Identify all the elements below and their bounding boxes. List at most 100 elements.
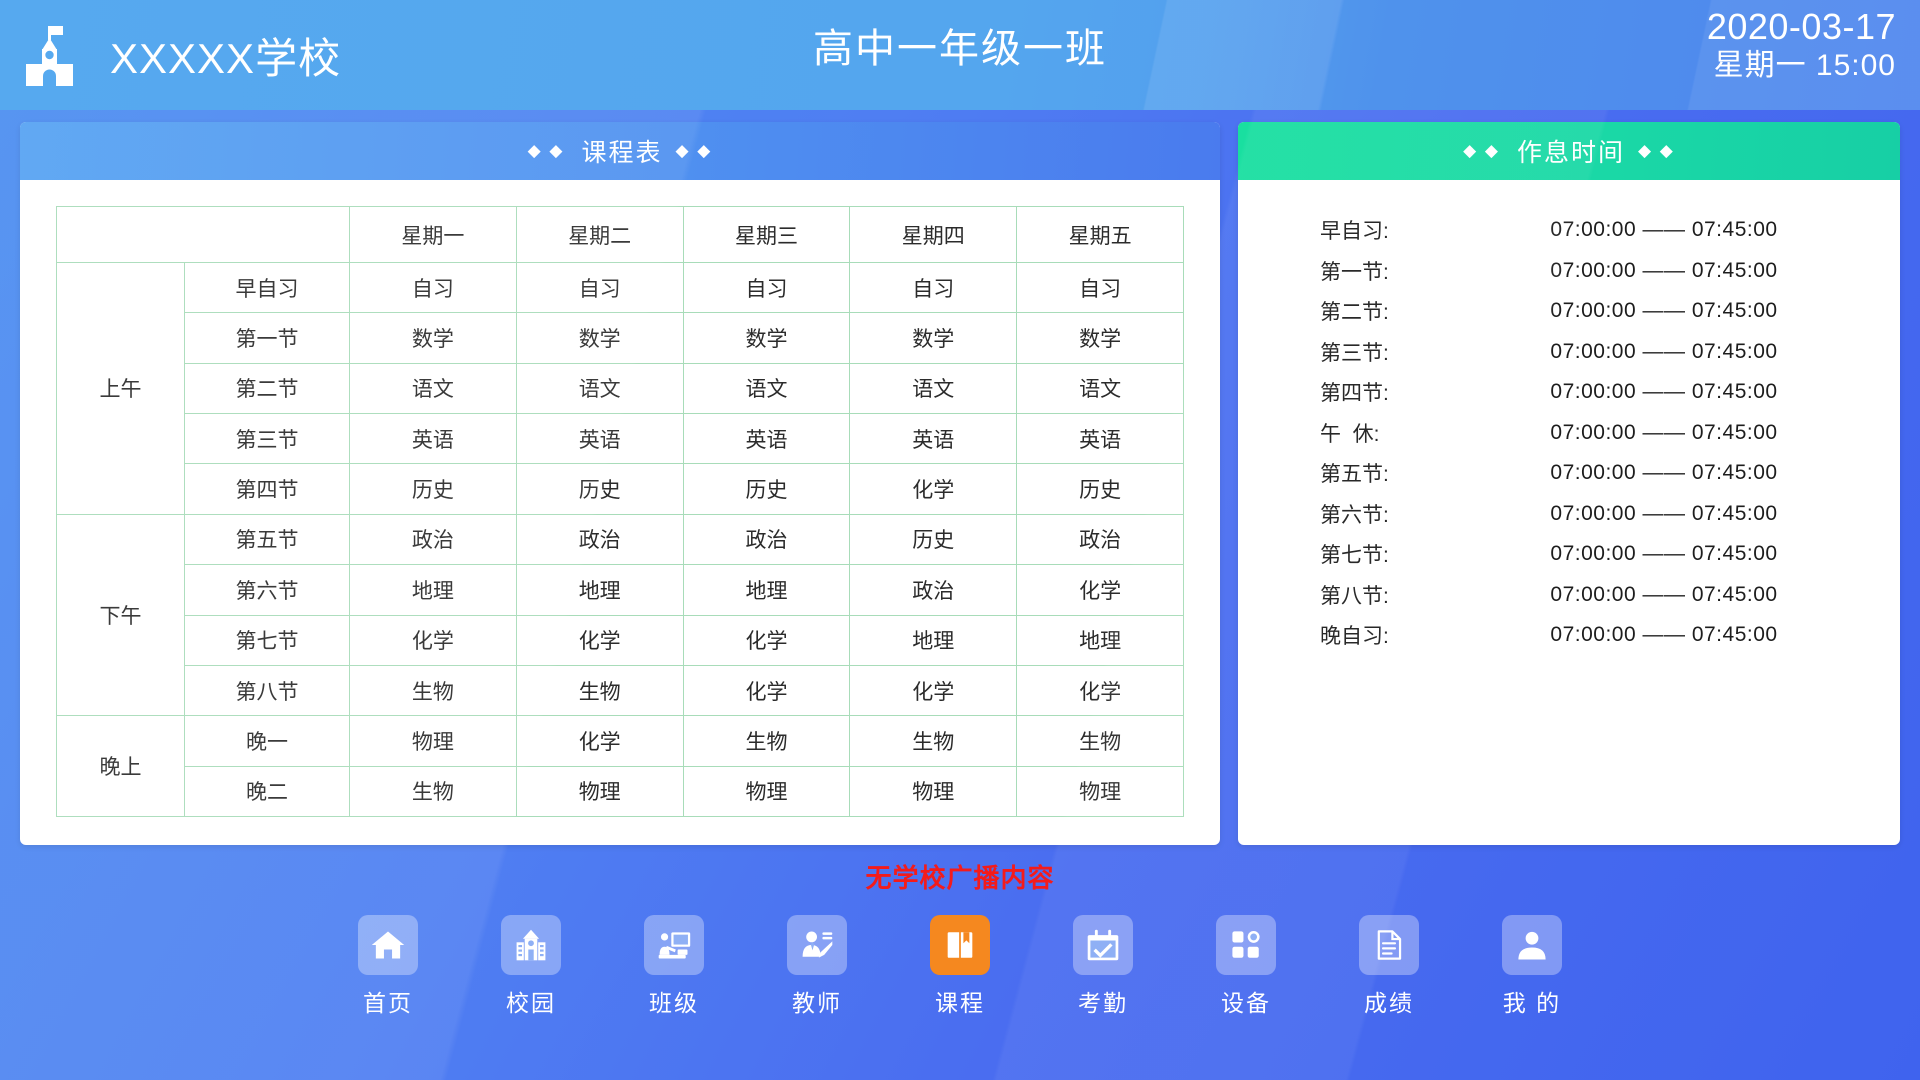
timetable-panel-header: ◆ ◆ 课程表 ◆ ◆ bbox=[20, 122, 1220, 180]
nav-item-3[interactable]: 教师 bbox=[746, 915, 889, 1018]
nav-item-6[interactable]: 设备 bbox=[1175, 915, 1318, 1018]
grid-apps-icon[interactable] bbox=[1216, 915, 1276, 975]
app-header: XXXXX学校 高中一年级一班 2020-03-17 星期一 15:00 bbox=[0, 0, 1920, 110]
timetable-row: 下午 第五节 政治 政治 政治 历史 政治 bbox=[56, 513, 1184, 717]
nav-item-5[interactable]: 考勤 bbox=[1032, 915, 1175, 1018]
school-icon[interactable] bbox=[501, 915, 561, 975]
nav-item-label: 课程 bbox=[935, 990, 985, 1016]
rest-schedule-row: 第六节: 07:00:00 —— 07:45:00 bbox=[1278, 494, 1860, 535]
timetable-cell: 化学 bbox=[682, 664, 851, 717]
timetable-row: 第一节 数学 数学 数学 数学 数学 bbox=[57, 312, 1184, 364]
timetable-cell: 历史 bbox=[849, 513, 1018, 566]
timetable-cell: 地理 bbox=[349, 564, 517, 616]
rest-period-label: 第三节: bbox=[1320, 341, 1389, 365]
timetable-cell: 英语 bbox=[1016, 413, 1184, 465]
rest-period-label: 第七节: bbox=[1320, 544, 1389, 568]
nav-item-2[interactable]: 班级 bbox=[603, 915, 746, 1018]
timetable-period-label: 第三节 bbox=[184, 413, 350, 465]
nav-item-1[interactable]: 校园 bbox=[460, 915, 603, 1018]
rest-schedule-row: 第一节: 07:00:00 —— 07:45:00 bbox=[1278, 251, 1860, 292]
broadcast-message: 无学校广播内容 bbox=[865, 862, 1055, 893]
timetable-cell: 物理 bbox=[849, 765, 1018, 818]
nav-item-0[interactable]: 首页 bbox=[317, 915, 460, 1018]
timetable-cell: 自习 bbox=[349, 261, 517, 314]
timetable-cell: 化学 bbox=[849, 664, 1018, 717]
rest-schedule-row: 早自习: 07:00:00 —— 07:45:00 bbox=[1278, 210, 1860, 251]
rest-period-time: 07:00:00 —— 07:45:00 bbox=[1550, 542, 1778, 566]
nav-item-4[interactable]: 课程 bbox=[889, 915, 1032, 1018]
rest-period-time: 07:00:00 —— 07:45:00 bbox=[1550, 623, 1778, 647]
nav-item-label: 校园 bbox=[506, 990, 556, 1016]
diamond-decor-right: ◆ ◆ bbox=[675, 141, 713, 160]
timetable-cell: 物理 bbox=[349, 715, 517, 767]
timetable-cell: 英语 bbox=[682, 413, 851, 465]
rest-period-time: 07:00:00 —— 07:45:00 bbox=[1550, 339, 1778, 363]
timetable-cell: 语文 bbox=[1016, 362, 1184, 415]
timetable-header-row: 星期一 星期二 星期三 星期四 星期五 bbox=[56, 206, 1184, 263]
rest-period-time: 07:00:00 —— 07:45:00 bbox=[1550, 501, 1778, 525]
nav-item-7[interactable]: 成绩 bbox=[1318, 915, 1461, 1018]
nav-item-8[interactable]: 我 的 bbox=[1461, 915, 1604, 1018]
timetable-cell: 语文 bbox=[515, 362, 684, 415]
rest-period-label: 第一节: bbox=[1320, 260, 1389, 284]
school-building-icon bbox=[20, 24, 88, 86]
timetable-cell: 自习 bbox=[515, 261, 684, 314]
nav-item-label: 考勤 bbox=[1078, 990, 1128, 1016]
timetable-cell: 英语 bbox=[515, 413, 684, 465]
rest-period-label: 第四节: bbox=[1320, 382, 1389, 406]
timetable-cell: 语文 bbox=[349, 362, 517, 415]
timetable-day-header: 星期二 bbox=[515, 206, 684, 263]
nav-item-label: 班级 bbox=[649, 990, 699, 1016]
timetable-cell: 化学 bbox=[515, 614, 684, 666]
timetable-day-header: 星期三 bbox=[682, 206, 851, 263]
rest-period-time: 07:00:00 —— 07:45:00 bbox=[1550, 582, 1778, 606]
calendar-check-icon[interactable] bbox=[1073, 915, 1133, 975]
rest-schedule-panel: ◆ ◆ 作息时间 ◆ ◆ 早自习: 07:00:00 —— 07:45:00 第一节… bbox=[1238, 122, 1900, 845]
home-icon[interactable] bbox=[358, 915, 418, 975]
timetable-cell: 生物 bbox=[349, 664, 517, 717]
timetable-cell: 生物 bbox=[682, 715, 851, 767]
timetable-row: 第四节 历史 历史 历史 化学 历史 bbox=[57, 463, 1184, 515]
teacher-icon[interactable] bbox=[787, 915, 847, 975]
timetable-cell: 数学 bbox=[1016, 312, 1184, 364]
timetable-cell: 自习 bbox=[1016, 261, 1184, 314]
person-icon[interactable] bbox=[1502, 915, 1562, 975]
book-icon[interactable] bbox=[930, 915, 990, 975]
timetable-body: 上午 早自习 自习 自习 自习 自习 自习 第一节 数学 数学 数学 数学 数学 第二节 语文 语文 语文 语文语… bbox=[56, 261, 1184, 818]
timetable-cell: 地理 bbox=[849, 614, 1018, 666]
rest-schedule-row: 第四节: 07:00:00 —— 07:45:00 bbox=[1278, 372, 1860, 413]
rest-period-time: 07:00:00 —— 07:45:00 bbox=[1550, 380, 1778, 404]
rest-schedule-row: 第八节: 07:00:00 —— 07:45:00 bbox=[1278, 575, 1860, 616]
timetable-cell: 语文 bbox=[682, 362, 851, 415]
timetable-cell: 化学 bbox=[849, 463, 1018, 515]
timetable-cell: 数学 bbox=[349, 312, 517, 364]
rest-schedule-list: 早自习: 07:00:00 —— 07:45:00 第一节: 07:00:00 —— … bbox=[1238, 180, 1900, 845]
rest-period-time: 07:00:00 —— 07:45:00 bbox=[1550, 420, 1778, 444]
timetable-cell: 历史 bbox=[349, 463, 517, 515]
rest-schedule-row: 第七节: 07:00:00 —— 07:45:00 bbox=[1278, 534, 1860, 575]
timetable-row: 上午 早自习 自习 自习 自习 自习 自习 bbox=[56, 261, 1184, 515]
page-title: 高中一年级一班 bbox=[813, 27, 1107, 71]
timetable-cell: 化学 bbox=[349, 614, 517, 666]
nav-item-label: 首页 bbox=[363, 990, 413, 1016]
timetable-cell: 生物 bbox=[349, 765, 517, 818]
timetable-segment-label: 晚上 bbox=[56, 715, 185, 817]
timetable-period-label: 第二节 bbox=[184, 362, 350, 415]
timetable-row: 晚上 晚一 物理 化学 生物 生物 生物 bbox=[56, 715, 1184, 817]
rest-period-label: 午 休: bbox=[1320, 422, 1380, 446]
nav-item-label: 我 的 bbox=[1502, 990, 1562, 1016]
timetable-cell: 物理 bbox=[1016, 765, 1184, 818]
diamond-decor-left: ◆ ◆ bbox=[527, 141, 565, 160]
timetable-cell: 历史 bbox=[515, 463, 684, 515]
rest-panel-title: 作息时间 bbox=[1516, 139, 1625, 167]
rest-period-time: 07:00:00 —— 07:45:00 bbox=[1550, 299, 1778, 323]
timetable-period-label: 第七节 bbox=[184, 614, 350, 666]
classroom-icon[interactable] bbox=[644, 915, 704, 975]
timetable-cell: 历史 bbox=[682, 463, 851, 515]
timetable-cell: 化学 bbox=[515, 715, 684, 767]
rest-period-label: 第八节: bbox=[1320, 584, 1389, 608]
timetable-panel-title: 课程表 bbox=[581, 139, 663, 167]
clock: 2020-03-17 星期一 15:00 bbox=[1707, 6, 1896, 84]
main-content: ◆ ◆ 课程表 ◆ ◆ 星期一 星期二 星期三 星期四 星期五 上午 早自习 自习 自习 自习自… bbox=[0, 110, 1920, 845]
document-icon[interactable] bbox=[1359, 915, 1419, 975]
